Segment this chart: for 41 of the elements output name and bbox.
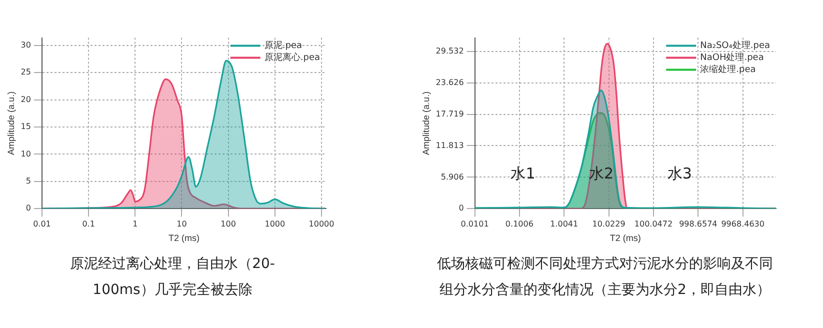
x-tick-label: 0.1	[82, 219, 95, 228]
x-tick-label: 9968.4630	[721, 219, 764, 228]
y-tick-label: 25	[20, 68, 31, 77]
x-tick-label: 1000	[264, 219, 286, 228]
x-tick-label: 10	[176, 219, 187, 228]
x-tick-label: 998.6574	[679, 219, 718, 228]
y-tick-label: 5.906	[440, 172, 464, 182]
annotation: 水1	[510, 164, 536, 182]
y-tick-label: 15	[20, 122, 31, 132]
y-tick-label: 20	[20, 94, 31, 104]
y-tick-label: 11.813	[436, 140, 464, 150]
legend-label: 浓缩处理.pea	[700, 64, 756, 76]
text: 低场核磁可检测不同处理方式对污泥水分的影响及不同组分水分含量的变化情况（主要为水分2，即自由水）	[436, 255, 774, 300]
x-tick-label: 1.0041	[550, 219, 578, 228]
x-tick-label: 10000	[308, 219, 334, 228]
x-tick-label: 0.01	[33, 219, 51, 228]
x-axis-title: T2 (ms)	[168, 233, 200, 244]
legend-label: Na₂SO₄处理.pea	[700, 40, 770, 52]
y-tick-label: 23.626	[436, 78, 464, 87]
x-tick-label: 100.0472	[634, 219, 673, 228]
y-tick-label: 0	[458, 204, 464, 213]
x-tick-label: 100	[220, 219, 236, 228]
x-tick-label: 0.1006	[505, 219, 534, 228]
text: 原泥经过离心处理，自由水（20-100ms）几乎完全被去除	[69, 255, 276, 300]
legend-label: NaOH处理.pea	[700, 52, 764, 64]
x-tick-label: 10.0229	[592, 219, 626, 228]
annotation: 水2	[589, 164, 614, 182]
legend-label: 原泥.pea	[264, 40, 302, 52]
annotation: 水3	[667, 164, 692, 182]
legend-label: 原泥离心.pea	[264, 52, 320, 64]
y-tick-label: 10	[20, 149, 31, 158]
x-axis-title: T2 (ms)	[610, 233, 641, 244]
y-tick-label: 17.719	[436, 109, 464, 118]
x-tick-label: 1	[132, 219, 138, 228]
y-tick-label: 29.532	[436, 46, 464, 56]
y-tick-label: 30	[20, 40, 31, 50]
y-axis-title: Amplitude (a.u.)	[420, 91, 431, 155]
y-axis-title: Amplitude (a.u.)	[6, 91, 16, 155]
x-tick-label: 0.0101	[460, 219, 489, 228]
y-tick-label: 5	[26, 176, 31, 186]
y-tick-label: 0	[26, 204, 31, 213]
